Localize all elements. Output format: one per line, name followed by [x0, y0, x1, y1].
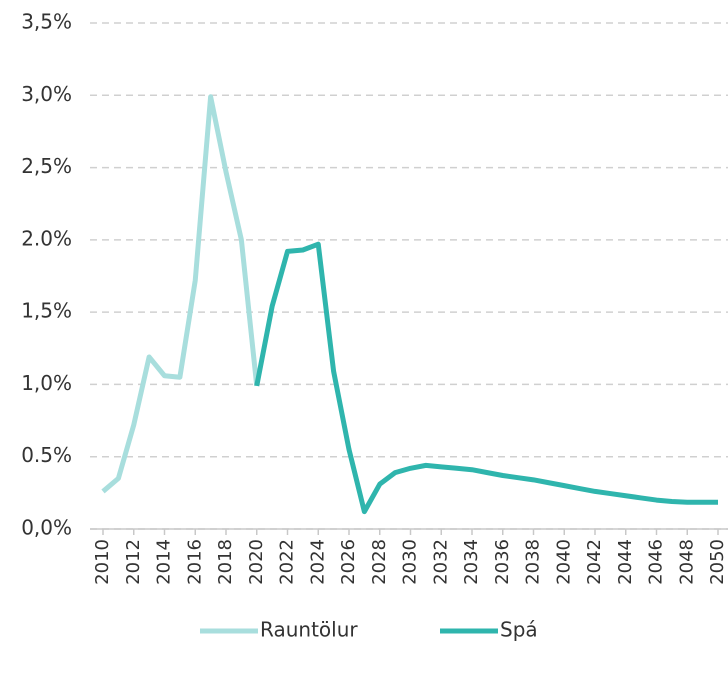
y-tick-label: 2,5% — [21, 154, 72, 178]
series-line — [101, 94, 260, 494]
y-tick-label: 0.5% — [21, 443, 72, 467]
y-tick-label: 1,5% — [21, 299, 72, 323]
y-tick-label: 1,0% — [21, 371, 72, 395]
x-tick-label: 2016 — [184, 539, 205, 585]
x-tick-label: 2026 — [338, 539, 359, 585]
legend-label: Spá — [500, 618, 538, 642]
x-tick-label: 2018 — [215, 539, 236, 585]
x-tick-label: 2048 — [676, 539, 697, 585]
x-tick-label: 2038 — [523, 539, 544, 585]
x-tick-label: 2024 — [307, 539, 328, 585]
y-tick-label: 3,0% — [21, 82, 72, 106]
x-tick-label: 2036 — [492, 539, 513, 585]
x-tick-label: 2046 — [646, 539, 667, 585]
x-tick-label: 2022 — [277, 539, 298, 585]
x-tick-label: 2028 — [369, 539, 390, 585]
y-tick-label: 2.0% — [21, 226, 72, 250]
x-tick-label: 2032 — [430, 539, 451, 585]
x-tick-label: 2034 — [461, 539, 482, 585]
x-tick-label: 2014 — [154, 539, 175, 585]
legend-label: Rauntölur — [260, 618, 358, 642]
x-tick-label: 2050 — [707, 539, 728, 585]
y-tick-label: 3,5% — [21, 10, 72, 34]
x-tick-label: 2040 — [553, 539, 574, 585]
x-tick-label: 2030 — [400, 539, 421, 585]
x-tick-label: 2012 — [123, 539, 144, 585]
x-tick-label: 2020 — [246, 539, 267, 585]
x-tick-label: 2044 — [615, 539, 636, 585]
y-tick-label: 0,0% — [21, 516, 72, 540]
x-tick-label: 2042 — [584, 539, 605, 585]
series-line — [254, 241, 718, 515]
x-tick-label: 2010 — [92, 539, 113, 585]
